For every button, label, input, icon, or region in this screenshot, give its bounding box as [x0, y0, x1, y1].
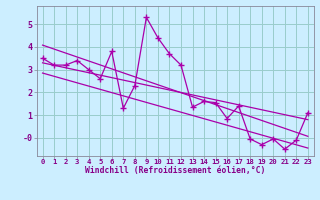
X-axis label: Windchill (Refroidissement éolien,°C): Windchill (Refroidissement éolien,°C) [85, 166, 265, 175]
